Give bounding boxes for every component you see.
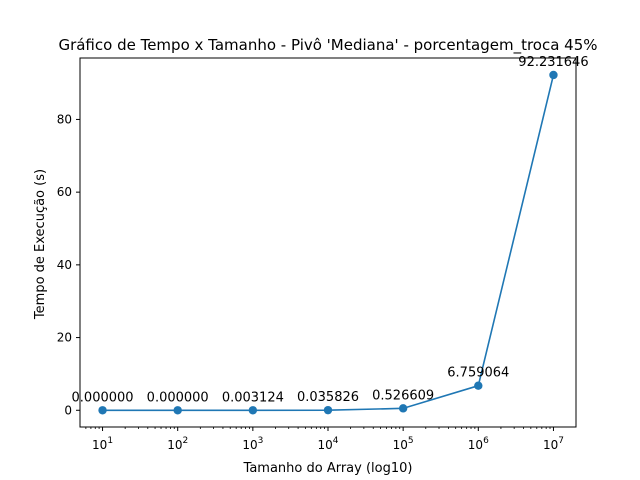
y-tick-label: 60: [57, 185, 72, 199]
chart-title: Gráfico de Tempo x Tamanho - Pivô 'Media…: [58, 36, 597, 55]
x-tick-label: 102: [167, 436, 188, 452]
plot-area: 0.000000 0.000000 0.003124 0.035826 0.526609…: [72, 55, 589, 415]
data-label: 0.035826: [297, 390, 359, 405]
data-point: [549, 70, 558, 80]
plot-frame: [79, 57, 577, 428]
x-tick-label: 101: [92, 436, 113, 452]
x-tick-label: 104: [317, 436, 338, 452]
data-label: 0.526609: [372, 388, 434, 403]
x-axis-label: Tamanho do Array (log10): [243, 461, 413, 476]
data-label: 92.231646: [518, 55, 588, 70]
data-point: [323, 405, 333, 415]
x-tick-label: 107: [543, 436, 564, 452]
y-axis-label: Tempo de Execução (s): [33, 169, 48, 320]
data-label: 0.000000: [72, 390, 134, 405]
y-tick-label: 40: [57, 258, 72, 272]
data-label: 0.000000: [147, 390, 209, 405]
y-axis-ticks: 0 20 40 60 80: [57, 112, 80, 417]
data-point: [474, 381, 483, 390]
data-point: [98, 406, 107, 415]
y-tick-label: 0: [64, 403, 72, 417]
x-tick-label: 103: [242, 436, 263, 452]
data-label: 6.759064: [447, 366, 509, 381]
x-axis-ticks: 101 102 103 104 105 106 107: [85, 427, 564, 452]
data-point: [398, 404, 408, 413]
y-tick-label: 20: [57, 331, 72, 345]
data-point: [248, 406, 258, 415]
data-label: 0.003124: [222, 390, 284, 405]
y-tick-label: 80: [57, 112, 72, 126]
data-point: [173, 406, 182, 415]
x-tick-label: 106: [468, 436, 489, 452]
x-tick-label: 105: [393, 436, 414, 452]
